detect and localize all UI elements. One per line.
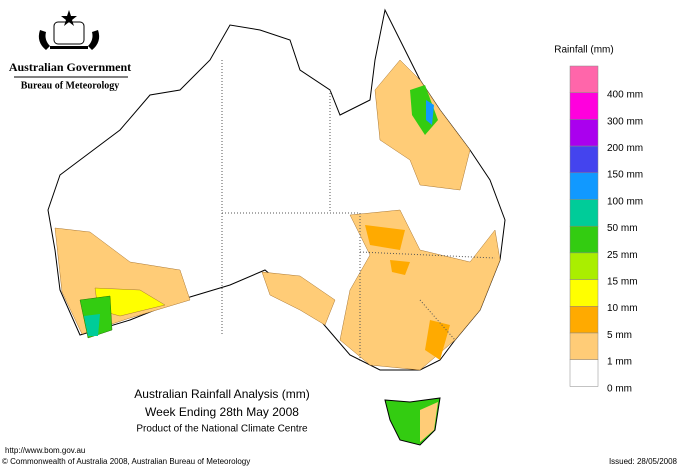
- issued: Issued: 28/05/2008: [609, 457, 678, 466]
- legend-label: 0 mm: [607, 383, 632, 394]
- rain-orange: [365, 225, 450, 360]
- rain-teal: [84, 314, 100, 336]
- legend-label: 100 mm: [607, 196, 643, 207]
- map-credit: Product of the National Climate Centre: [136, 424, 308, 435]
- tas-east: [420, 402, 438, 442]
- logo: [38, 10, 100, 50]
- legend-swatch: [569, 359, 599, 387]
- rain-east: [339, 209, 501, 371]
- legend-label: 5 mm: [607, 330, 632, 341]
- legend: 400 mm 300 mm 200 mm 150 mm 100 mm 50 mm 25 mm…: [569, 65, 643, 394]
- legend-label: 300 mm: [607, 116, 643, 127]
- legend-label: 15 mm: [607, 277, 638, 288]
- legend-label: 150 mm: [607, 170, 643, 181]
- legend-swatch: [569, 172, 599, 200]
- legend-label: 50 mm: [607, 223, 638, 234]
- legend-swatch: [569, 252, 599, 280]
- rain-sa: [261, 271, 336, 326]
- agency: Australian Government: [9, 60, 131, 74]
- legend-swatch: [569, 332, 599, 360]
- bureau: Bureau of Meteorology: [21, 80, 120, 91]
- legend-title: Rainfall (mm): [554, 45, 613, 56]
- legend-label: 10 mm: [607, 303, 638, 314]
- map-subtitle: Week Ending 28th May 2008: [145, 405, 299, 419]
- map-title: Australian Rainfall Analysis (mm): [134, 387, 309, 401]
- legend-label: 25 mm: [607, 250, 638, 261]
- url: http://www.bom.gov.au: [5, 446, 85, 455]
- legend-label: 1 mm: [607, 357, 632, 368]
- state-borders: [221, 60, 496, 362]
- copyright: © Commonwealth of Australia 2008, Austra…: [2, 457, 250, 466]
- map: [47, 8, 506, 446]
- legend-swatch: [569, 145, 599, 174]
- legend-label: 200 mm: [607, 143, 643, 154]
- legend-swatch: [569, 199, 599, 227]
- rain-qld-blue: [426, 100, 434, 125]
- legend-swatch: [569, 65, 599, 93]
- titles: Australian Rainfall Analysis (mm) Week E…: [134, 387, 309, 434]
- legend-swatch: [569, 119, 599, 147]
- legend-swatch: [569, 225, 599, 254]
- legend-swatch: [569, 279, 599, 307]
- legend-label: 400 mm: [607, 90, 643, 101]
- legend-swatch: [569, 92, 599, 120]
- legend-swatch: [569, 306, 599, 334]
